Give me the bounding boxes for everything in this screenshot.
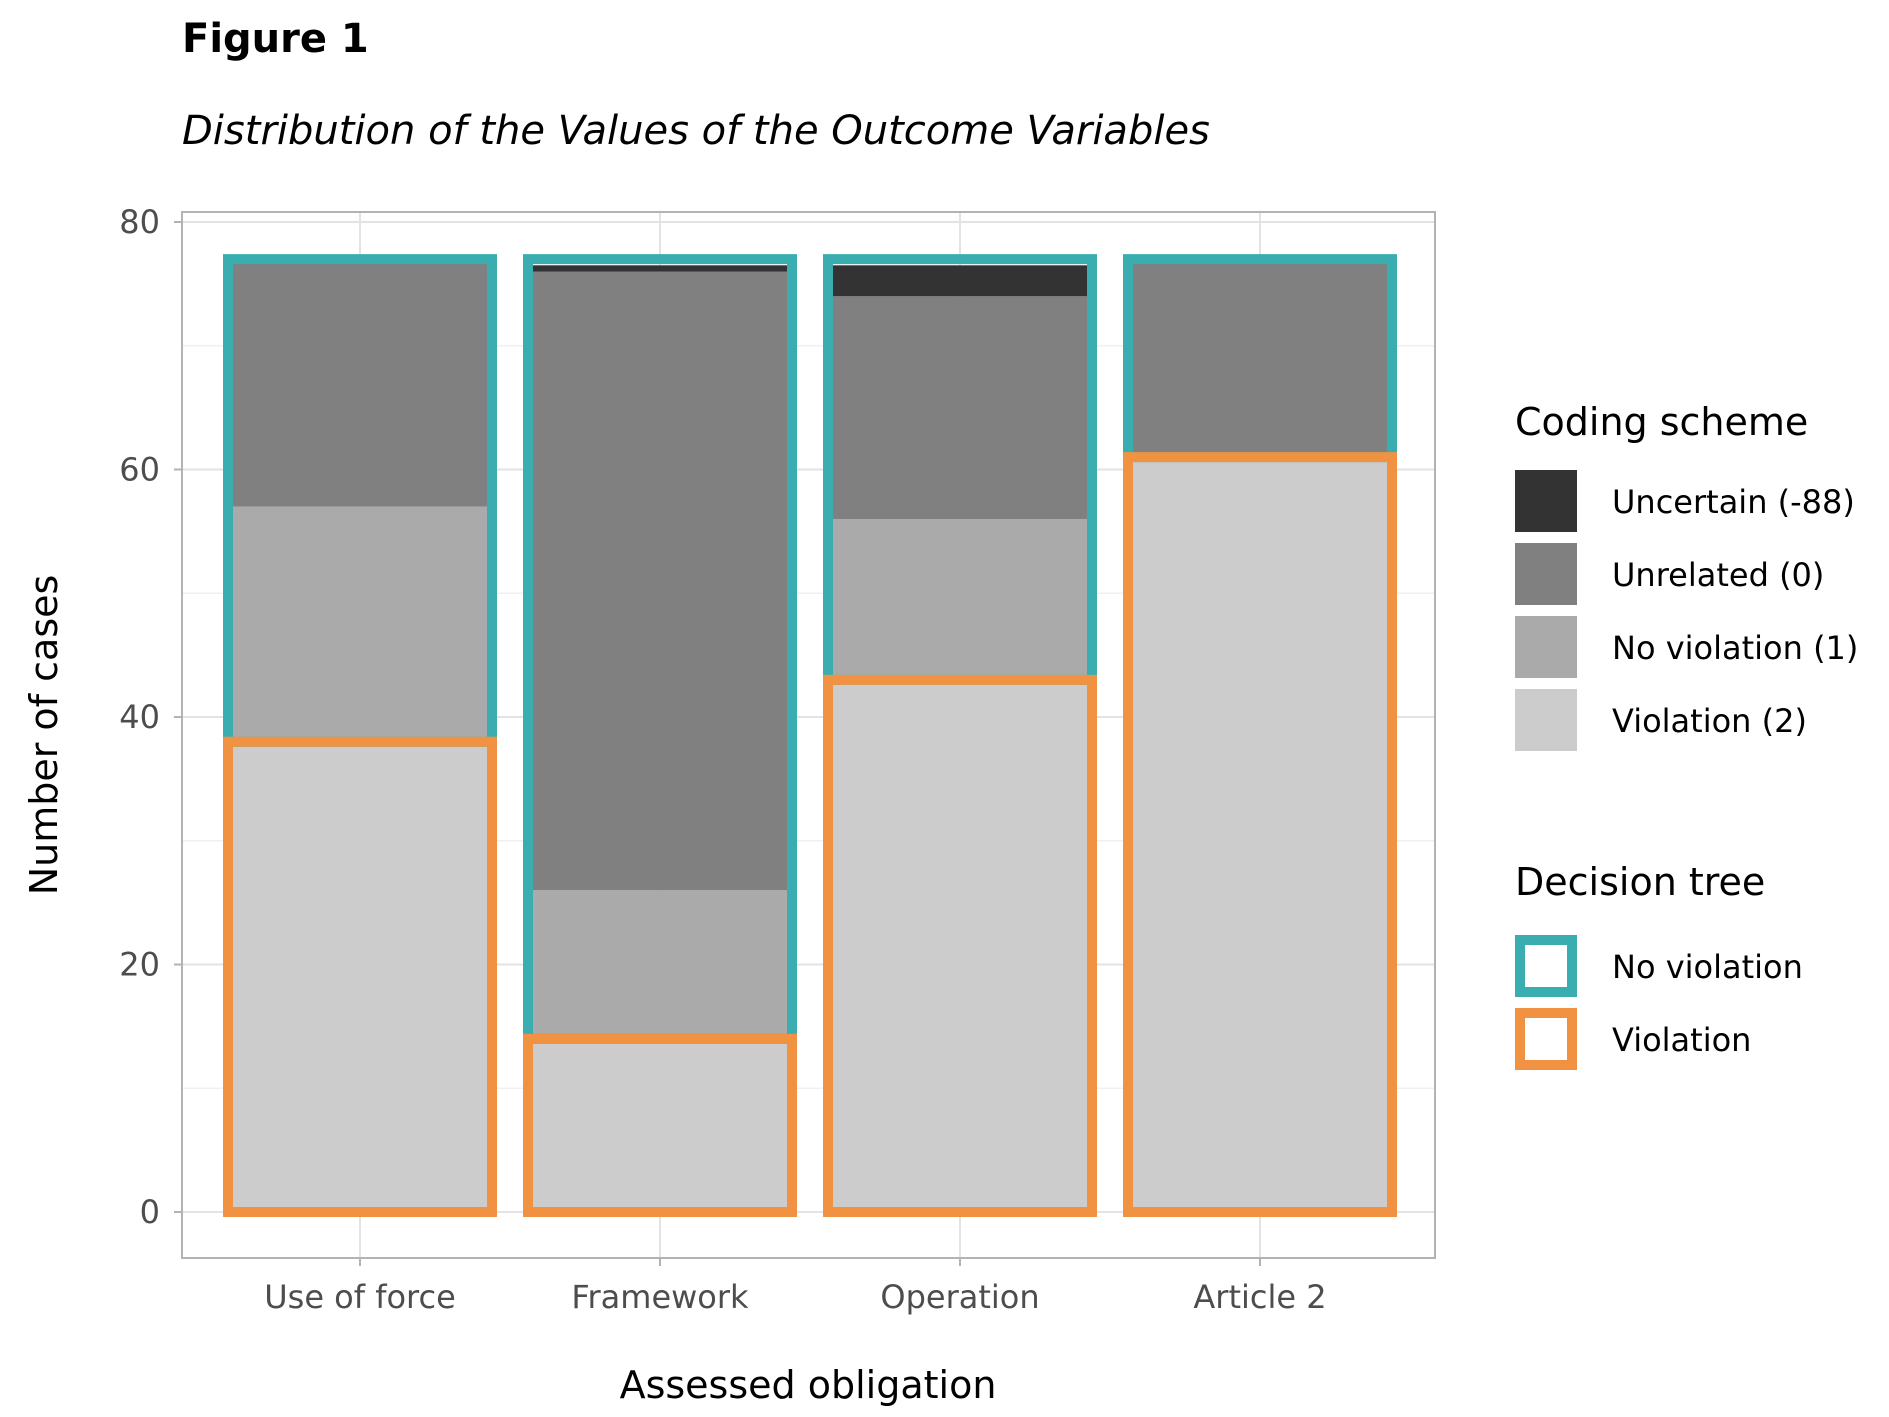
x-tick-label: Operation — [880, 1278, 1039, 1316]
legend-key-outline — [1515, 1008, 1577, 1070]
legend-label: Uncertain (-88) — [1612, 483, 1855, 521]
bar-segment — [1125, 259, 1395, 458]
legend-label: No violation — [1612, 948, 1803, 986]
y-axis: 0 20 40 60 80 — [119, 203, 182, 1231]
decision-tree-outlines — [223, 254, 1397, 1217]
legend-label: Unrelated (0) — [1612, 556, 1824, 594]
x-tick-label: Framework — [571, 1278, 749, 1316]
y-tick-label: 60 — [119, 451, 160, 489]
bar-segment — [225, 259, 495, 507]
legend-label: Violation — [1612, 1021, 1751, 1059]
legend-title-decision-tree: Decision tree — [1515, 860, 1765, 904]
legend-key — [1515, 470, 1577, 532]
y-tick-label: 80 — [119, 203, 160, 241]
legend-key — [1515, 689, 1577, 751]
outline-violation — [1123, 452, 1397, 1217]
legend-key-outline — [1515, 935, 1577, 997]
bars — [225, 259, 1395, 1212]
legend-label: Violation (2) — [1612, 702, 1807, 740]
y-axis-title: Number of cases — [22, 575, 66, 896]
bar-segment — [825, 265, 1095, 297]
y-tick-label: 20 — [119, 946, 160, 984]
bar-segment — [825, 519, 1095, 680]
legend: Coding scheme Uncertain (-88) Unrelated (0… — [1515, 400, 1858, 1070]
y-tick-label: 40 — [119, 698, 160, 736]
bar-segment — [225, 506, 495, 742]
bar-segment — [825, 296, 1095, 519]
legend-label: No violation (1) — [1612, 629, 1858, 667]
x-tick-label: Use of force — [264, 1278, 456, 1316]
outline-violation — [223, 736, 497, 1217]
bar-segment — [525, 271, 795, 891]
legend-key — [1515, 616, 1577, 678]
bar-segment — [825, 679, 1095, 1212]
y-tick-label: 0 — [140, 1193, 160, 1231]
bar-segment — [1125, 457, 1395, 1212]
panel-border — [181, 211, 1436, 1259]
bar-segment — [525, 1038, 795, 1212]
outline-violation — [823, 674, 1097, 1217]
x-axis: Use of force Framework Operation Article 2 — [264, 1258, 1327, 1316]
chart-title: Distribution of the Values of the Outcom… — [182, 108, 1210, 154]
outline-violation — [523, 1033, 797, 1217]
figure-label: Figure 1 — [182, 16, 369, 62]
bar-segment — [525, 265, 795, 272]
x-tick-label: Article 2 — [1193, 1278, 1326, 1316]
bar-segment — [225, 741, 495, 1212]
legend-key — [1515, 543, 1577, 605]
x-axis-title: Assessed obligation — [620, 1363, 997, 1407]
legend-title-coding-scheme: Coding scheme — [1515, 400, 1808, 444]
bar-segment — [525, 890, 795, 1039]
